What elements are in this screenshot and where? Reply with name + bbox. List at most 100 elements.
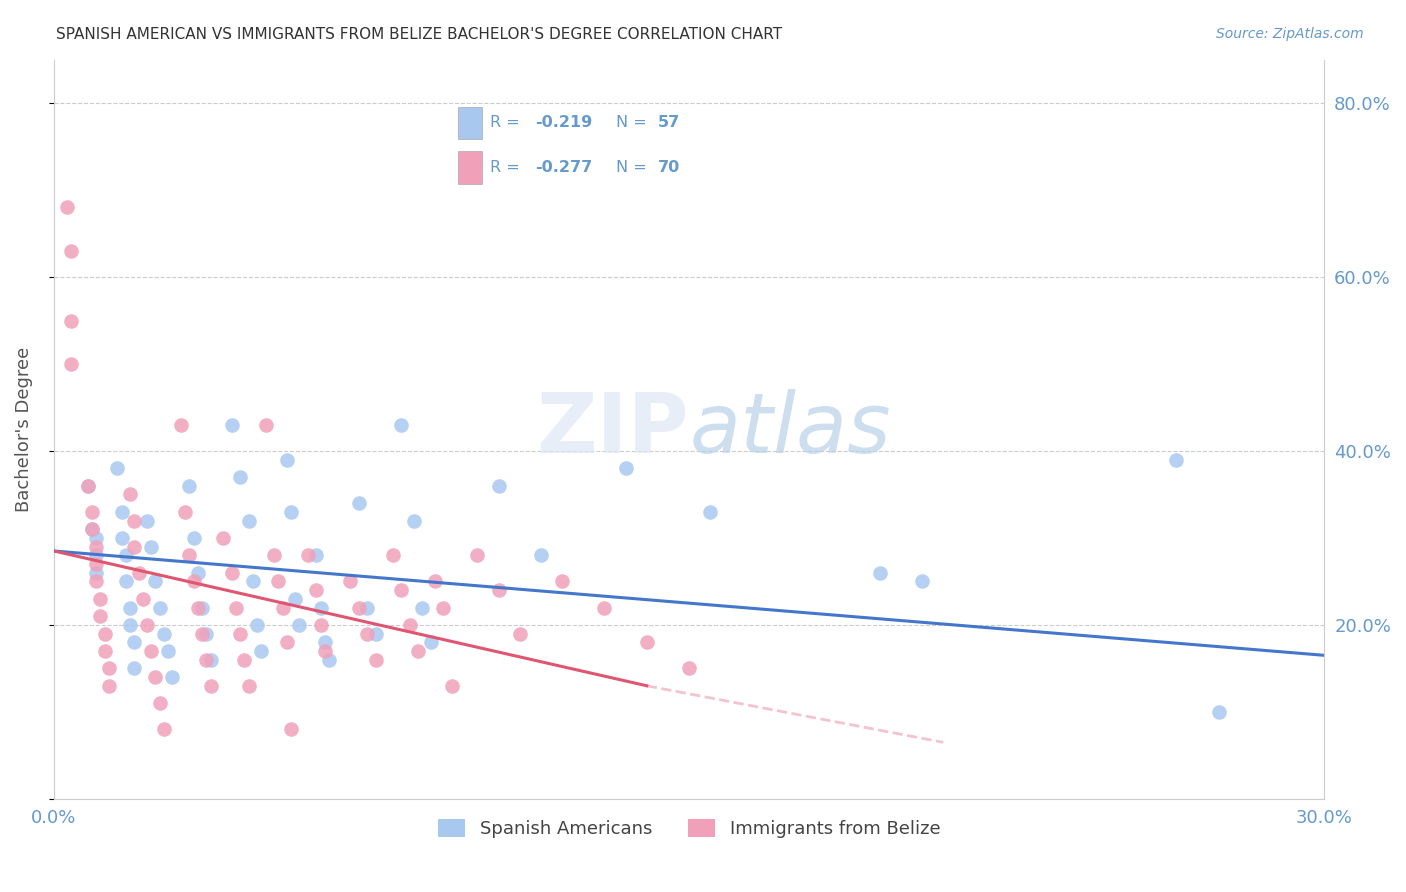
Point <box>276 635 298 649</box>
Text: atlas: atlas <box>689 389 891 470</box>
Point <box>356 600 378 615</box>
Point <box>153 626 176 640</box>
Point <box>389 583 412 598</box>
Point <box>1166 452 1188 467</box>
Point <box>187 600 209 615</box>
Point <box>423 574 446 589</box>
Point <box>314 644 336 658</box>
Point <box>84 566 107 580</box>
Point <box>411 600 433 615</box>
Point <box>120 618 142 632</box>
Point <box>678 661 700 675</box>
Point <box>93 626 115 640</box>
Point <box>221 417 243 432</box>
Point <box>869 566 891 580</box>
Point <box>174 505 197 519</box>
Point <box>911 574 934 589</box>
Point <box>89 591 111 606</box>
Point <box>212 531 235 545</box>
Point <box>339 574 361 589</box>
Point <box>141 540 163 554</box>
Point <box>250 644 273 658</box>
Point <box>530 549 553 563</box>
Point <box>84 531 107 545</box>
Point <box>124 540 146 554</box>
Point <box>191 626 214 640</box>
Point <box>551 574 574 589</box>
Point <box>195 626 218 640</box>
Point <box>55 201 77 215</box>
Point <box>132 591 155 606</box>
Point <box>97 679 120 693</box>
Point <box>157 644 180 658</box>
Point <box>59 357 82 371</box>
Point <box>347 600 370 615</box>
Text: Source: ZipAtlas.com: Source: ZipAtlas.com <box>1216 27 1364 41</box>
Text: ZIP: ZIP <box>537 389 689 470</box>
Point <box>233 653 256 667</box>
Point <box>124 635 146 649</box>
Point <box>145 670 167 684</box>
Point <box>280 723 302 737</box>
Point <box>229 626 252 640</box>
Point <box>1208 705 1230 719</box>
Point <box>280 505 302 519</box>
Point <box>170 417 193 432</box>
Point <box>699 505 721 519</box>
Text: SPANISH AMERICAN VS IMMIGRANTS FROM BELIZE BACHELOR'S DEGREE CORRELATION CHART: SPANISH AMERICAN VS IMMIGRANTS FROM BELI… <box>56 27 782 42</box>
Point <box>200 653 222 667</box>
Point <box>110 505 132 519</box>
Point <box>84 574 107 589</box>
Point <box>76 479 98 493</box>
Point <box>124 661 146 675</box>
Point <box>80 505 103 519</box>
Point <box>488 583 510 598</box>
Point <box>488 479 510 493</box>
Point <box>136 618 159 632</box>
Legend: Spanish Americans, Immigrants from Belize: Spanish Americans, Immigrants from Beliz… <box>430 812 948 846</box>
Point <box>149 600 172 615</box>
Point <box>97 661 120 675</box>
Point <box>136 514 159 528</box>
Point <box>276 452 298 467</box>
Point <box>225 600 247 615</box>
Point <box>267 574 290 589</box>
Point <box>509 626 531 640</box>
Point <box>84 557 107 571</box>
Point <box>84 540 107 554</box>
Point <box>179 549 201 563</box>
Point <box>162 670 184 684</box>
Y-axis label: Bachelor's Degree: Bachelor's Degree <box>15 347 32 512</box>
Point <box>114 574 136 589</box>
Point <box>318 653 340 667</box>
Point <box>467 549 489 563</box>
Point <box>80 522 103 536</box>
Point <box>179 479 201 493</box>
Point <box>59 244 82 258</box>
Point <box>84 549 107 563</box>
Point <box>406 644 429 658</box>
Point <box>242 574 264 589</box>
Point <box>128 566 150 580</box>
Point <box>187 566 209 580</box>
Point <box>124 514 146 528</box>
Point <box>614 461 637 475</box>
Point <box>110 531 132 545</box>
Point <box>195 653 218 667</box>
Point <box>80 522 103 536</box>
Point <box>364 653 387 667</box>
Point <box>389 417 412 432</box>
Point <box>271 600 294 615</box>
Point <box>238 679 260 693</box>
Point <box>356 626 378 640</box>
Point <box>402 514 425 528</box>
Point <box>229 470 252 484</box>
Point <box>183 574 205 589</box>
Point <box>288 618 311 632</box>
Point <box>93 644 115 658</box>
Point <box>59 313 82 327</box>
Point <box>284 591 307 606</box>
Point <box>145 574 167 589</box>
Point <box>398 618 420 632</box>
Point <box>432 600 454 615</box>
